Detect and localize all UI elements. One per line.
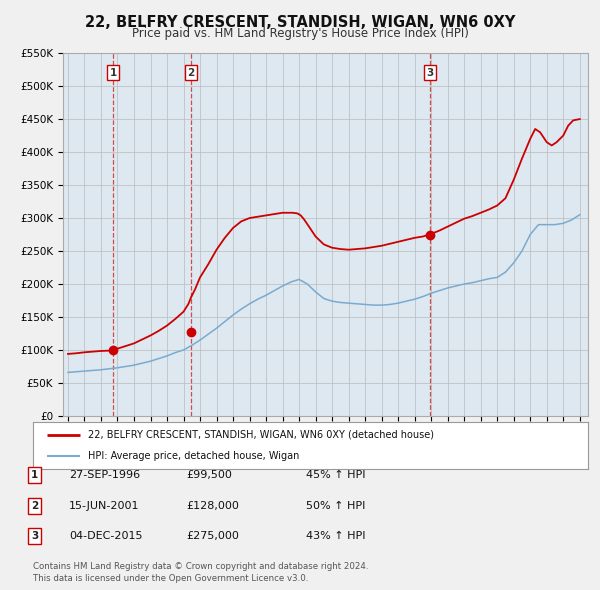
Text: 50% ↑ HPI: 50% ↑ HPI	[306, 501, 365, 510]
Text: £99,500: £99,500	[186, 470, 232, 480]
Text: Contains HM Land Registry data © Crown copyright and database right 2024.
This d: Contains HM Land Registry data © Crown c…	[33, 562, 368, 583]
Text: 2: 2	[31, 501, 38, 510]
Text: 43% ↑ HPI: 43% ↑ HPI	[306, 532, 365, 541]
Text: £275,000: £275,000	[186, 532, 239, 541]
Text: 2: 2	[187, 68, 195, 78]
Text: 1: 1	[31, 470, 38, 480]
Text: 22, BELFRY CRESCENT, STANDISH, WIGAN, WN6 0XY (detached house): 22, BELFRY CRESCENT, STANDISH, WIGAN, WN…	[89, 430, 434, 440]
Text: 3: 3	[426, 68, 433, 78]
Text: 15-JUN-2001: 15-JUN-2001	[69, 501, 139, 510]
Text: 27-SEP-1996: 27-SEP-1996	[69, 470, 140, 480]
Text: Price paid vs. HM Land Registry's House Price Index (HPI): Price paid vs. HM Land Registry's House …	[131, 27, 469, 40]
Text: 3: 3	[31, 532, 38, 541]
Text: £128,000: £128,000	[186, 501, 239, 510]
Text: 45% ↑ HPI: 45% ↑ HPI	[306, 470, 365, 480]
Text: 04-DEC-2015: 04-DEC-2015	[69, 532, 143, 541]
Text: 22, BELFRY CRESCENT, STANDISH, WIGAN, WN6 0XY: 22, BELFRY CRESCENT, STANDISH, WIGAN, WN…	[85, 15, 515, 30]
Text: HPI: Average price, detached house, Wigan: HPI: Average price, detached house, Wiga…	[89, 451, 300, 461]
Text: 1: 1	[110, 68, 117, 78]
